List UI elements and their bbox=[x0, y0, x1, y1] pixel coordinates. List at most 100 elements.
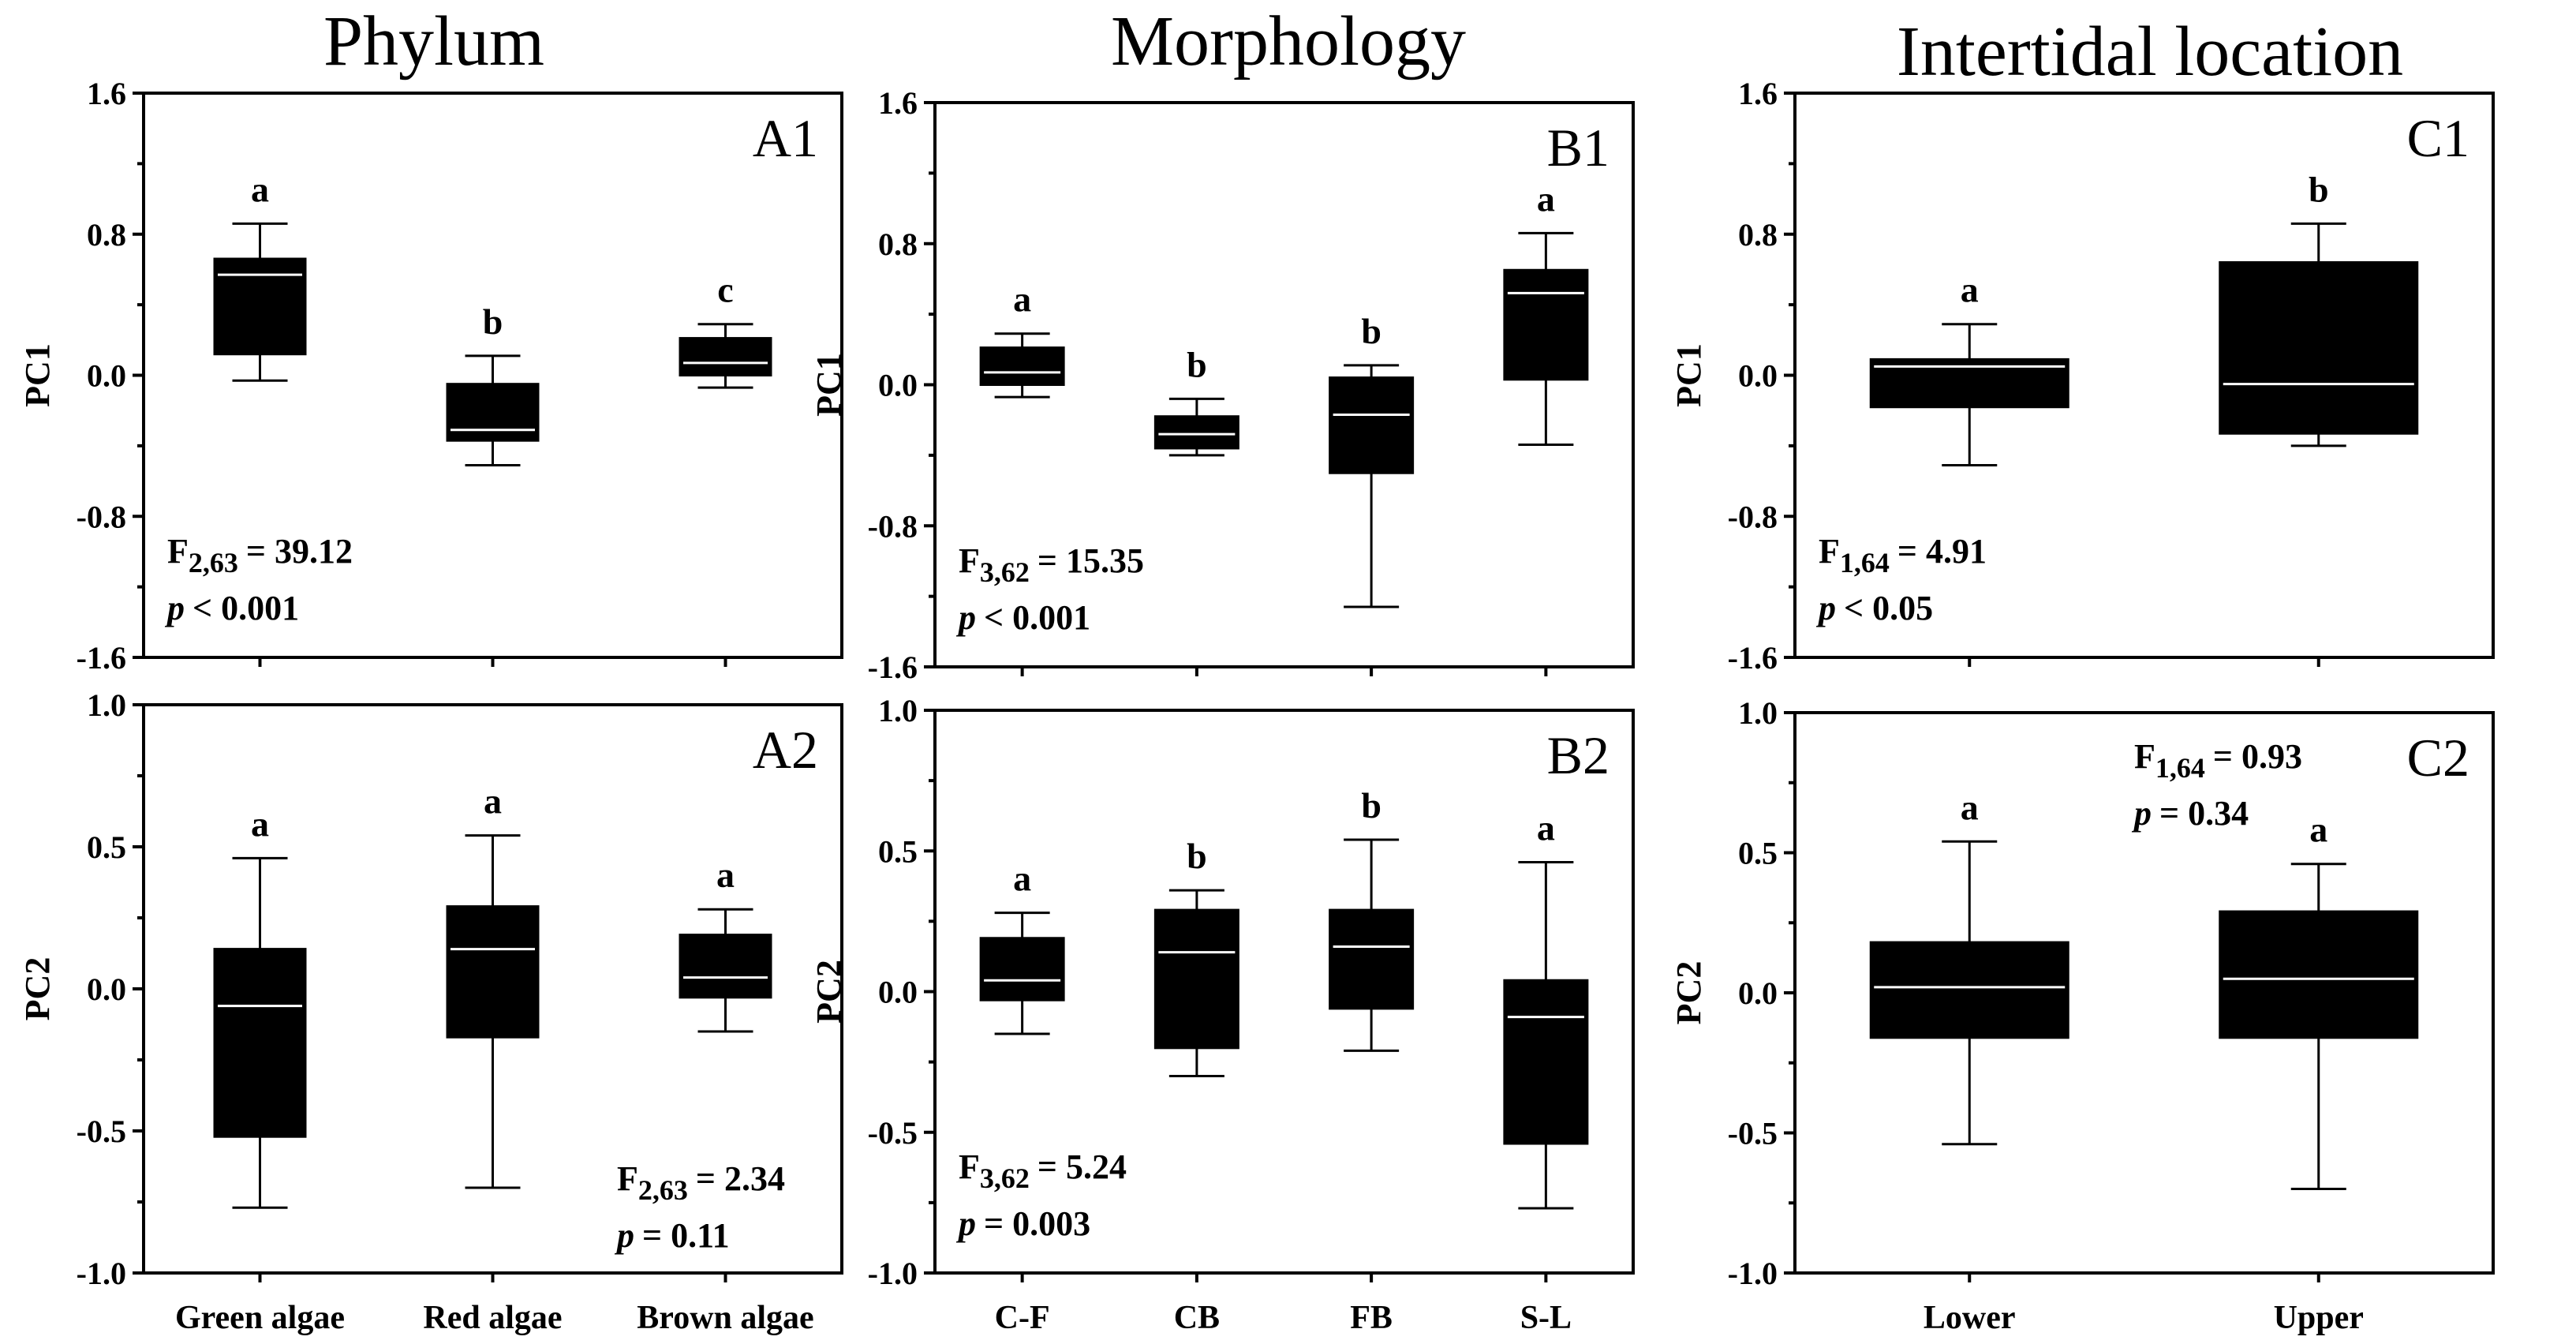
f-label: F bbox=[1819, 532, 1840, 571]
y-tick-label: 1.6 bbox=[87, 76, 126, 111]
f-label: F bbox=[959, 1147, 980, 1186]
significance-letter: b bbox=[2309, 169, 2329, 209]
significance-letter: a bbox=[251, 803, 269, 844]
x-tick-label: Green algae bbox=[175, 1300, 345, 1336]
y-tick-label: 0.5 bbox=[1738, 836, 1778, 871]
significance-letter: a bbox=[1961, 270, 1979, 310]
x-tick-label: Lower bbox=[1924, 1300, 2016, 1336]
box-b1-3 bbox=[1503, 268, 1589, 381]
p-symbol: p bbox=[614, 1216, 634, 1255]
y-tick-label: 0.0 bbox=[878, 975, 918, 1010]
significance-letter: a bbox=[2309, 810, 2327, 850]
panel-c1: 1.6 0.8 0.0 -0.8 -1.6 PC1 a b C1 F1,64 = 4.91 p < 0.… bbox=[1669, 76, 2495, 676]
f-value: = 5.24 bbox=[1038, 1147, 1127, 1186]
f-statistic: F2,63 = 2.34 bbox=[617, 1159, 785, 1206]
box-c2-1 bbox=[2219, 910, 2419, 1039]
f-value: = 4.91 bbox=[1897, 532, 1987, 571]
y-axis-label: PC1 bbox=[1669, 343, 1708, 407]
p-symbol: p bbox=[1815, 589, 1836, 627]
y-axis-label: PC1 bbox=[18, 343, 57, 407]
significance-letter: a bbox=[251, 169, 269, 209]
y-tick-label: 0.0 bbox=[87, 358, 126, 394]
column-title-morphology: Morphology bbox=[1111, 2, 1466, 80]
f-value: = 39.12 bbox=[246, 532, 353, 571]
panel-id: A1 bbox=[753, 108, 818, 168]
y-tick-label: -0.5 bbox=[77, 1114, 126, 1149]
box-a2-1 bbox=[446, 905, 540, 1039]
p-value: p < 0.05 bbox=[1815, 589, 1933, 627]
box-b2-3 bbox=[1503, 979, 1589, 1145]
f-degrees-of-freedom: 2,63 bbox=[638, 1174, 688, 1206]
f-value: = 0.93 bbox=[2213, 737, 2302, 776]
y-tick-label: -0.8 bbox=[1728, 499, 1778, 534]
box-a1-1 bbox=[446, 383, 540, 442]
y-tick-label: -1.0 bbox=[868, 1256, 918, 1291]
box-b2-2 bbox=[1329, 908, 1415, 1010]
panel-b2: 1.0 0.5 0.0 -0.5 -1.0 PC2 a C-F b CB b FB a S-L B2 F3,6… bbox=[809, 693, 1635, 1336]
y-axis-label: PC1 bbox=[809, 353, 848, 417]
p-value: p = 0.11 bbox=[614, 1216, 730, 1255]
y-tick-label: 0.0 bbox=[87, 971, 126, 1007]
f-statistic: F3,62 = 15.35 bbox=[959, 541, 1144, 588]
y-tick-label: 1.6 bbox=[878, 85, 918, 121]
x-tick-label: C-F bbox=[995, 1300, 1050, 1336]
box-c2-0 bbox=[1869, 941, 2069, 1039]
f-label: F bbox=[959, 541, 980, 580]
y-tick-label: -0.5 bbox=[1728, 1116, 1778, 1151]
p-text: = 0.003 bbox=[984, 1204, 1090, 1243]
box-a1-2 bbox=[679, 337, 772, 376]
x-tick-label: FB bbox=[1350, 1300, 1393, 1336]
box-b1-0 bbox=[979, 346, 1065, 386]
p-symbol: p bbox=[2131, 794, 2152, 833]
p-text: < 0.001 bbox=[984, 598, 1090, 637]
y-tick-label: 0.8 bbox=[1738, 217, 1778, 253]
significance-letter: b bbox=[1187, 344, 1207, 384]
f-label: F bbox=[2134, 737, 2155, 776]
box-c1-1 bbox=[2219, 261, 2419, 435]
box-b1-1 bbox=[1153, 415, 1239, 450]
x-tick-label: CB bbox=[1174, 1300, 1220, 1336]
box-a1-0 bbox=[213, 257, 307, 356]
significance-letter: b bbox=[1361, 785, 1381, 825]
f-label: F bbox=[617, 1159, 638, 1198]
y-tick-label: 1.0 bbox=[878, 693, 918, 728]
y-tick-label: 0.0 bbox=[1738, 358, 1778, 394]
x-tick-label: Upper bbox=[2274, 1300, 2364, 1336]
box-b1-2 bbox=[1329, 376, 1415, 474]
p-text: < 0.001 bbox=[193, 589, 299, 627]
f-value: = 15.35 bbox=[1038, 541, 1144, 580]
y-tick-label: -1.0 bbox=[77, 1256, 126, 1291]
significance-letter: a bbox=[1961, 787, 1979, 827]
p-value: p = 0.003 bbox=[955, 1204, 1090, 1243]
y-tick-label: 0.8 bbox=[878, 226, 918, 262]
box-b2-0 bbox=[979, 937, 1065, 1001]
significance-letter: b bbox=[483, 301, 503, 342]
x-tick-label: Red algae bbox=[423, 1300, 562, 1336]
panel-a2: 1.0 0.5 0.0 -0.5 -1.0 PC2 a Green algae a Red alg… bbox=[18, 687, 843, 1336]
f-degrees-of-freedom: 1,64 bbox=[1840, 547, 1890, 578]
panel-id: B2 bbox=[1547, 725, 1610, 785]
significance-letter: a bbox=[1013, 859, 1031, 899]
significance-letter: a bbox=[1537, 178, 1555, 219]
significance-letter: a bbox=[1013, 279, 1031, 320]
panel-id: A2 bbox=[753, 720, 818, 780]
x-tick-label: Brown algae bbox=[637, 1300, 813, 1336]
y-tick-label: -1.6 bbox=[77, 640, 126, 676]
f-statistic: F2,63 = 39.12 bbox=[167, 532, 353, 578]
y-axis-label: PC2 bbox=[809, 960, 848, 1024]
y-tick-label: 0.8 bbox=[87, 217, 126, 253]
x-tick-label: S-L bbox=[1520, 1300, 1572, 1336]
p-value: p = 0.34 bbox=[2131, 794, 2249, 833]
f-label: F bbox=[167, 532, 189, 571]
p-value: p < 0.001 bbox=[164, 589, 299, 627]
y-tick-label: 0.5 bbox=[87, 829, 126, 865]
y-tick-label: 1.6 bbox=[1738, 76, 1778, 111]
p-text: < 0.05 bbox=[1844, 589, 1933, 627]
f-degrees-of-freedom: 2,63 bbox=[189, 547, 238, 578]
significance-letter: b bbox=[1187, 836, 1207, 876]
box-a2-2 bbox=[679, 934, 772, 999]
y-tick-label: -1.0 bbox=[1728, 1256, 1778, 1291]
